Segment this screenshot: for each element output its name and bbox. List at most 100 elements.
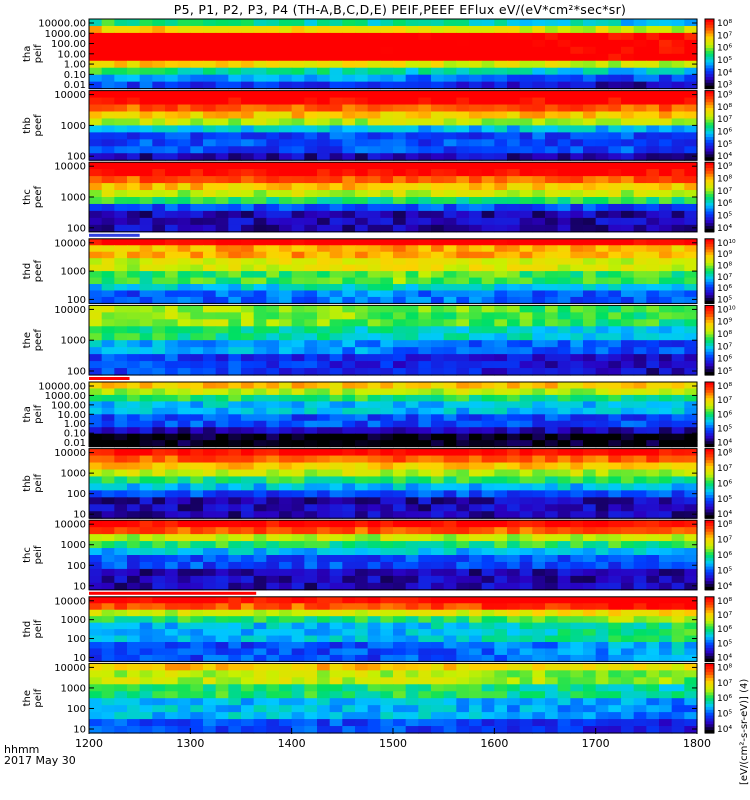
colorbar-segment [705, 612, 714, 617]
cell [317, 251, 331, 259]
cell [253, 258, 267, 266]
cell [367, 251, 381, 259]
cell [456, 469, 470, 478]
colorbar-segment [705, 292, 714, 296]
cell [519, 684, 533, 692]
cell [253, 642, 267, 650]
cell [291, 368, 305, 376]
cell [659, 169, 673, 177]
cell [545, 483, 559, 491]
cell [114, 677, 128, 685]
cell [228, 582, 242, 591]
colorbar-segment [705, 19, 714, 23]
cell [507, 691, 521, 699]
cell [342, 305, 356, 313]
cell [456, 490, 470, 498]
cell [659, 677, 673, 685]
cell [633, 46, 647, 55]
cell [659, 46, 673, 55]
cell [101, 190, 115, 198]
cell [291, 635, 305, 643]
cell [621, 575, 635, 584]
cell [621, 264, 635, 272]
cell [304, 190, 318, 198]
cell [595, 483, 609, 491]
cell [101, 603, 115, 611]
cell [469, 67, 483, 76]
cell [177, 648, 191, 656]
cell [646, 670, 660, 678]
cell [393, 238, 407, 246]
cell [557, 476, 571, 484]
cell [608, 203, 622, 212]
cell [190, 548, 204, 556]
cell [570, 455, 584, 464]
cell [532, 476, 546, 484]
cell [583, 670, 597, 678]
cell [101, 469, 115, 478]
cell [443, 305, 457, 313]
cell [443, 258, 457, 266]
cell [127, 520, 141, 528]
cell [595, 490, 609, 498]
cell [633, 654, 647, 662]
cell [621, 497, 635, 505]
colorbar-segment [705, 360, 714, 364]
cell [367, 245, 381, 253]
cell [114, 555, 128, 563]
cell [190, 368, 204, 376]
cell [608, 210, 622, 219]
cell [139, 691, 153, 699]
colorbar-segment [705, 214, 714, 218]
colorbar-segment [705, 416, 714, 421]
cell [367, 277, 381, 285]
cell [329, 394, 343, 402]
cell [469, 648, 483, 656]
cell [418, 74, 432, 83]
cell [494, 622, 508, 630]
cell [304, 81, 318, 90]
cell [608, 520, 622, 528]
cell [329, 433, 343, 441]
cell [114, 596, 128, 604]
cell [317, 139, 331, 147]
cell [583, 407, 597, 415]
cell [671, 382, 685, 390]
cell [177, 197, 191, 205]
cell [481, 210, 495, 219]
cell [279, 382, 293, 390]
cell [469, 368, 483, 376]
cell [190, 440, 204, 448]
cell [633, 25, 647, 34]
cell [329, 575, 343, 584]
cell [165, 146, 179, 154]
cell [89, 462, 103, 471]
cell [684, 340, 698, 348]
cell [671, 224, 685, 233]
cell [317, 520, 331, 528]
cell [329, 74, 343, 83]
cell [646, 561, 660, 570]
cell [152, 53, 166, 62]
cell [608, 197, 622, 205]
cell [114, 162, 128, 170]
cell [329, 388, 343, 396]
cell [190, 462, 204, 471]
cell [241, 407, 255, 415]
cell [190, 169, 204, 177]
cell [494, 462, 508, 471]
cell [557, 284, 571, 292]
cell [177, 67, 191, 76]
cell [557, 388, 571, 396]
cell [443, 238, 457, 246]
cell [456, 238, 470, 246]
cell [139, 469, 153, 478]
cell [291, 648, 305, 656]
colorbar-tick-label: 10¹⁰ [717, 305, 736, 315]
cell [494, 258, 508, 266]
cell [393, 224, 407, 233]
cell [355, 490, 369, 498]
cell [456, 296, 470, 304]
cell [671, 575, 685, 584]
cell [684, 46, 698, 55]
